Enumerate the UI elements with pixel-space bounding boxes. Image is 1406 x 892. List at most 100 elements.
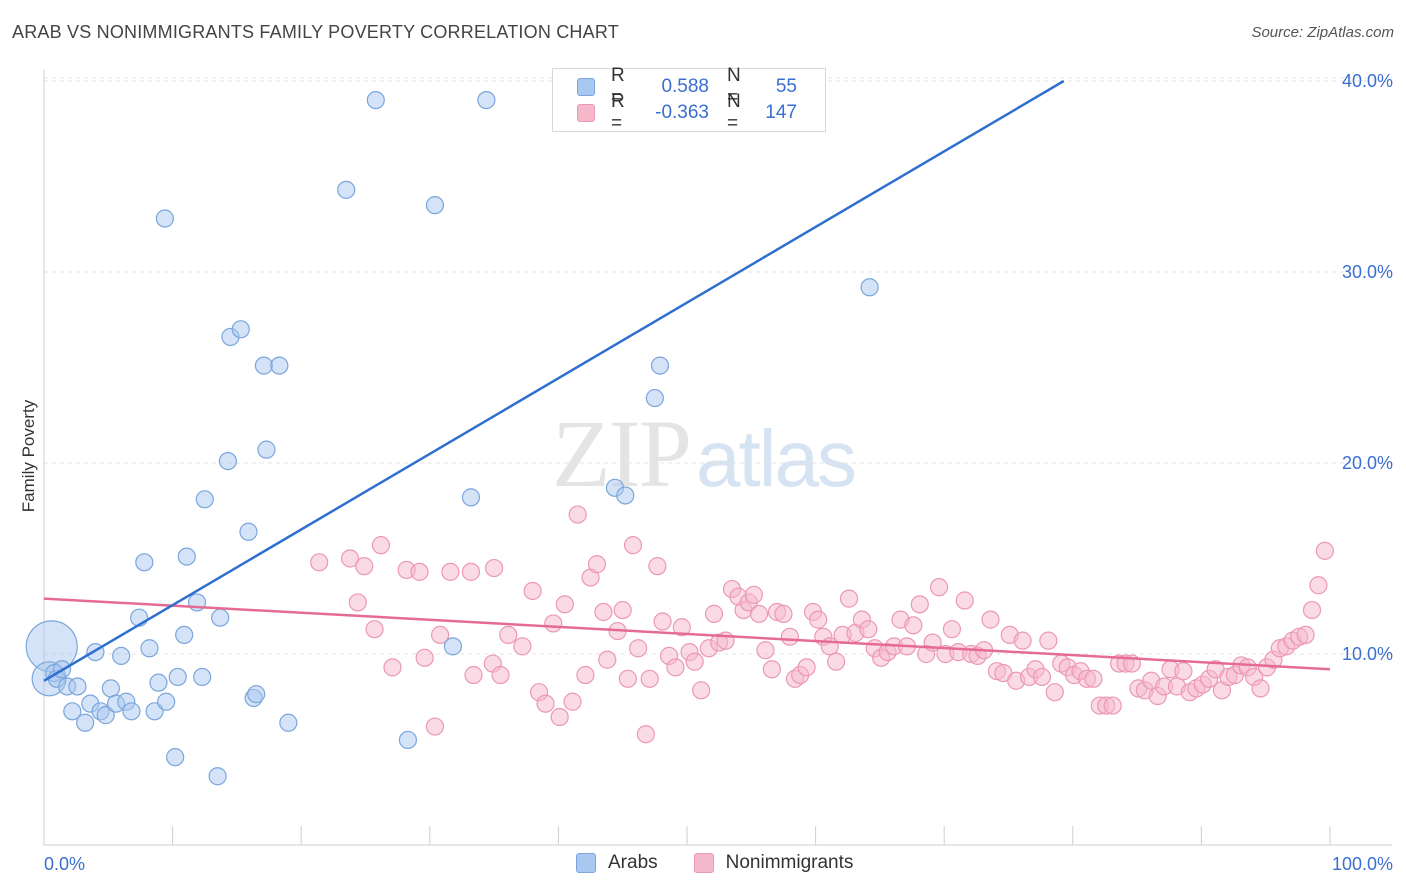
r-label: R =: [611, 91, 625, 134]
nonimmigrants-point: [550, 707, 569, 727]
nonimmigrants-point: [1174, 662, 1193, 681]
nonimmigrants-point: [942, 620, 962, 639]
arabs-point: [63, 702, 82, 721]
nonimmigrants-point: [355, 557, 374, 576]
nonimmigrants-point: [348, 593, 367, 612]
y-tick-label: 20.0%: [1342, 453, 1393, 473]
y-tick-label: 10.0%: [1342, 644, 1393, 664]
arabs-point: [101, 679, 120, 698]
arabs-point: [175, 625, 194, 645]
x-tick-label: 0.0%: [44, 854, 85, 874]
arabs-point: [650, 356, 670, 375]
nonimmigrants-point: [1045, 683, 1064, 702]
nonimmigrants-point: [1032, 667, 1052, 687]
nonimmigrants-point: [523, 581, 542, 601]
nonimmigrants-trend-line: [43, 597, 1331, 671]
nonimmigrants-point: [636, 725, 655, 744]
y-tick-labels: 10.0% 20.0% 30.0% 40.0%: [1342, 71, 1393, 664]
arabs-point: [860, 278, 879, 297]
arabs-point: [239, 522, 258, 541]
nonimmigrants-point: [544, 614, 563, 633]
nonimmigrants-point: [425, 717, 445, 736]
watermark-atlas: atlas: [696, 414, 857, 503]
arabs-point: [208, 767, 227, 786]
nonimmigrants-point: [623, 536, 643, 555]
arabs-point: [155, 209, 174, 228]
y-tick-label: 30.0%: [1342, 262, 1393, 282]
legend-label: Arabs: [608, 852, 658, 873]
axes: [43, 70, 1392, 846]
nonimmigrants-point: [1315, 541, 1334, 560]
nonimmigrants-point: [756, 641, 775, 660]
arabs-trend-line: [43, 79, 1065, 682]
arabs-point: [254, 356, 274, 375]
nonimmigrants-point: [576, 665, 595, 685]
arabs-point: [218, 451, 237, 471]
nonimmigrants-point: [653, 612, 672, 631]
arabs-point: [477, 90, 496, 110]
arabs-point: [279, 713, 298, 732]
arabs-point: [96, 706, 115, 725]
legend-item-arabs[interactable]: Arabs: [576, 852, 658, 874]
nonimmigrants-point: [410, 562, 429, 581]
nonimmigrants-point: [780, 627, 799, 646]
y-axis-label: Family Poverty: [19, 399, 38, 512]
nonimmigrants-point: [859, 620, 878, 639]
trend-lines: [43, 79, 1331, 682]
n-label: N =: [727, 91, 741, 134]
source-credit: Source: ZipAtlas.com: [1251, 24, 1394, 41]
series-legend: Arabs Nonimmigrants: [576, 852, 889, 874]
nonimmigrants-point: [809, 610, 828, 629]
nonimmigrants-point: [629, 639, 648, 658]
r-value: 0.588: [661, 76, 709, 97]
arabs-point: [166, 748, 185, 767]
arabs-point: [112, 646, 131, 666]
nonimmigrants-point: [383, 658, 402, 677]
arabs-point: [68, 677, 87, 696]
nonimmigrants-point: [513, 637, 532, 656]
nonimmigrants-swatch: [577, 104, 595, 122]
nonimmigrants-point: [666, 658, 685, 677]
nonimmigrants-point: [618, 669, 637, 688]
nonimmigrants-point: [598, 650, 617, 669]
arabs-point: [195, 490, 214, 509]
arabs-point: [398, 730, 418, 750]
arabs-point: [135, 553, 154, 572]
nonimmigrants-point: [744, 585, 763, 604]
arabs-points: [25, 90, 879, 786]
nonimmigrants-point: [910, 595, 929, 614]
n-label: N =: [727, 65, 741, 108]
nonimmigrants-point: [415, 648, 434, 667]
nonimmigrants-point: [499, 625, 518, 645]
nonimmigrants-point: [648, 557, 667, 576]
nonimmigrants-point: [1013, 631, 1032, 650]
nonimmigrants-point: [340, 549, 360, 568]
nonimmigrants-point: [536, 694, 555, 713]
n-value: 147: [765, 102, 797, 123]
arabs-point: [193, 667, 212, 687]
nonimmigrants-point: [929, 578, 949, 597]
n-value: 55: [775, 76, 797, 97]
nonimmigrants-point: [1251, 679, 1270, 698]
nonimmigrants-point: [827, 652, 846, 671]
legend-item-nonimmigrants[interactable]: Nonimmigrants: [693, 852, 854, 874]
arabs-point: [461, 488, 481, 507]
nonimmigrants-swatch: [693, 853, 714, 873]
nonimmigrants-point: [672, 618, 691, 637]
nonimmigrants-point: [640, 669, 659, 688]
y-tick-label: 40.0%: [1342, 71, 1393, 91]
nonimmigrants-point: [587, 555, 607, 574]
nonimmigrants-point: [1039, 631, 1058, 650]
arabs-swatch: [576, 853, 596, 873]
arabs-swatch: [577, 78, 595, 96]
nonimmigrants-point: [485, 558, 504, 578]
arabs-point: [443, 637, 463, 656]
nonimmigrants-point: [839, 589, 859, 608]
nonimmigrants-point: [1084, 669, 1103, 688]
nonimmigrants-point: [594, 602, 613, 622]
arabs-point: [76, 713, 95, 732]
legend-label: Nonimmigrants: [725, 852, 854, 873]
arabs-point: [425, 196, 445, 215]
nonimmigrants-point: [491, 665, 510, 685]
